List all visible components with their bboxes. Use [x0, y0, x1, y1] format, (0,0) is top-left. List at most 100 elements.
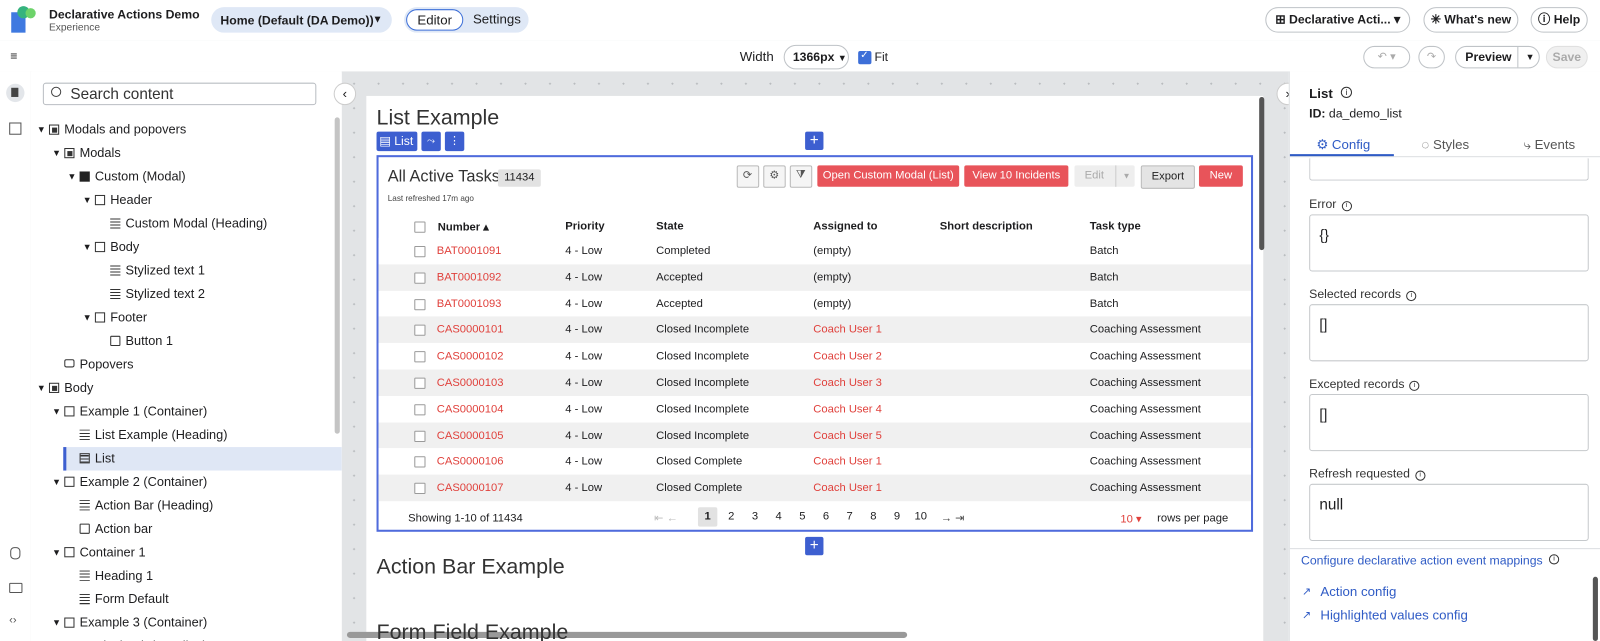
- page-size[interactable]: 10 ▾: [1120, 513, 1142, 526]
- tree-item[interactable]: Action Bar (Heading): [31, 494, 335, 517]
- column-header[interactable]: State: [656, 220, 684, 233]
- header-checkbox[interactable]: [414, 221, 426, 233]
- page-number[interactable]: 9: [893, 510, 901, 523]
- list-icon-button[interactable]: ⚙: [763, 165, 786, 188]
- tree-item[interactable]: Stylized text 2: [31, 283, 335, 306]
- table-cell[interactable]: Coach User 1: [813, 481, 882, 495]
- panel-tab[interactable]: ⤷ Events: [1523, 136, 1576, 153]
- page-selector[interactable]: Home (Default (DA Demo)) ▼: [211, 7, 392, 33]
- column-header[interactable]: Short description: [939, 220, 1033, 233]
- table-cell[interactable]: CAS0000105: [436, 429, 504, 442]
- row-checkbox[interactable]: [414, 298, 426, 310]
- config-link[interactable]: Highlighted values config: [1320, 607, 1468, 623]
- save-button[interactable]: Save: [1545, 45, 1588, 69]
- tree-item[interactable]: ▼ Body: [31, 236, 335, 259]
- canvas-scrollbar[interactable]: [1259, 96, 1265, 251]
- info-icon[interactable]: i: [1340, 86, 1353, 98]
- tree-item[interactable]: Action bar: [31, 517, 335, 540]
- page-number[interactable]: 7: [846, 510, 853, 523]
- list-component[interactable]: All Active Tasks 11434 Last refreshed 17m …: [376, 155, 1254, 532]
- tree-item[interactable]: Playbook (Heading): [31, 635, 335, 641]
- tree-item[interactable]: Stylized text 1: [31, 259, 335, 282]
- row-checkbox[interactable]: [414, 324, 426, 337]
- components-icon[interactable]: [9, 122, 22, 135]
- list-button[interactable]: Export: [1140, 165, 1195, 189]
- pager-first[interactable]: ⇤ ←: [654, 512, 678, 525]
- column-header[interactable]: Task type: [1089, 220, 1141, 233]
- page-number[interactable]: 8: [870, 510, 877, 523]
- panel-tab[interactable]: ◌ Styles: [1421, 136, 1470, 153]
- table-cell[interactable]: BAT0001093: [436, 297, 502, 310]
- mapping-link[interactable]: Configure declarative action event mappi…: [1301, 553, 1543, 568]
- tree-item[interactable]: Heading 1: [31, 564, 335, 587]
- component-badge[interactable]: ▤ List: [376, 131, 418, 152]
- tree-item[interactable]: Form Default: [31, 588, 335, 611]
- table-cell[interactable]: Coach User 1: [813, 455, 882, 468]
- tree-caret[interactable]: ▼: [52, 547, 62, 558]
- tree-caret[interactable]: ▼: [36, 382, 46, 393]
- tree-item[interactable]: ▼ Header: [31, 189, 335, 212]
- row-checkbox[interactable]: [414, 272, 426, 284]
- tree-scrollbar[interactable]: [334, 117, 340, 434]
- column-header[interactable]: Priority: [565, 220, 605, 233]
- panel-scrollbar[interactable]: [1592, 576, 1598, 641]
- list-button[interactable]: Open Custom Modal (List): [817, 165, 960, 187]
- tree-item[interactable]: ▼ Example 2 (Container): [31, 471, 335, 494]
- badge-action[interactable]: ⤳: [421, 131, 441, 152]
- column-header[interactable]: Assigned to: [813, 220, 878, 233]
- data-icon[interactable]: [10, 547, 21, 560]
- field-box[interactable]: null: [1309, 483, 1589, 541]
- undo-button[interactable]: ↶ ▾: [1363, 45, 1411, 69]
- header-button[interactable]: ✳ What's new: [1423, 7, 1519, 33]
- redo-button[interactable]: ↷: [1418, 45, 1445, 69]
- table-cell[interactable]: CAS0000106: [436, 455, 504, 468]
- table-cell[interactable]: Coach User 2: [813, 350, 882, 363]
- row-checkbox[interactable]: [414, 403, 426, 416]
- header-button[interactable]: ⓘ Help: [1530, 7, 1588, 33]
- list-button[interactable]: View 10 Incidents: [964, 165, 1069, 187]
- page-number[interactable]: 6: [822, 510, 830, 523]
- fit-checkbox[interactable]: ✓: [858, 50, 872, 65]
- panel-tab[interactable]: ⚙ Config: [1316, 136, 1371, 153]
- tree-caret[interactable]: ▼: [52, 476, 62, 487]
- tree-item[interactable]: ▼ Example 1 (Container): [31, 400, 335, 423]
- config-link[interactable]: Action config: [1320, 583, 1397, 600]
- add-button[interactable]: +: [805, 131, 824, 151]
- tree-item[interactable]: ▼ Footer: [31, 306, 335, 329]
- page-number[interactable]: 5: [799, 510, 806, 523]
- info-icon[interactable]: i: [1548, 554, 1560, 565]
- table-cell[interactable]: CAS0000102: [436, 350, 504, 363]
- search-input[interactable]: Search content: [42, 82, 317, 106]
- table-cell[interactable]: Coach User 5: [813, 429, 882, 442]
- tree-item[interactable]: Popovers: [31, 353, 335, 376]
- tree-item[interactable]: List: [63, 447, 342, 471]
- field-box[interactable]: []: [1309, 393, 1589, 452]
- tree-item[interactable]: Button 1: [31, 330, 335, 353]
- tree-caret[interactable]: ▼: [52, 148, 62, 159]
- collapse-left-button[interactable]: ‹: [333, 82, 357, 106]
- dropdown-caret[interactable]: ▼: [1115, 165, 1131, 187]
- tree-caret[interactable]: ▼: [52, 406, 62, 417]
- table-cell[interactable]: BAT0001091: [436, 244, 502, 258]
- info-icon[interactable]: i: [1406, 290, 1417, 302]
- tree-item[interactable]: Custom Modal (Heading): [31, 212, 335, 235]
- field-box-partial[interactable]: [1309, 158, 1589, 181]
- info-icon[interactable]: i: [1409, 380, 1420, 391]
- field-box[interactable]: {}: [1309, 214, 1589, 272]
- row-checkbox[interactable]: [414, 351, 426, 363]
- page-number[interactable]: 2: [728, 510, 735, 523]
- list-button[interactable]: Edit ▼: [1074, 165, 1135, 187]
- pager-last[interactable]: → ⇥: [940, 512, 965, 525]
- add-button[interactable]: +: [805, 536, 824, 556]
- mode-tab[interactable]: Settings: [472, 11, 521, 27]
- table-cell[interactable]: Coach User 4: [813, 402, 882, 416]
- tree-item[interactable]: List Example (Heading): [31, 424, 335, 447]
- list-icon-button[interactable]: ⟳: [736, 165, 760, 188]
- tree-caret[interactable]: ▼: [67, 171, 77, 182]
- mode-tab[interactable]: Editor: [406, 9, 464, 31]
- tree-caret[interactable]: ▼: [52, 617, 62, 628]
- header-button[interactable]: ⊞ Declarative Acti... ▾: [1265, 7, 1411, 33]
- row-checkbox[interactable]: [414, 245, 426, 258]
- list-icon-button[interactable]: ⧩: [789, 165, 813, 188]
- page-number[interactable]: 3: [751, 510, 759, 523]
